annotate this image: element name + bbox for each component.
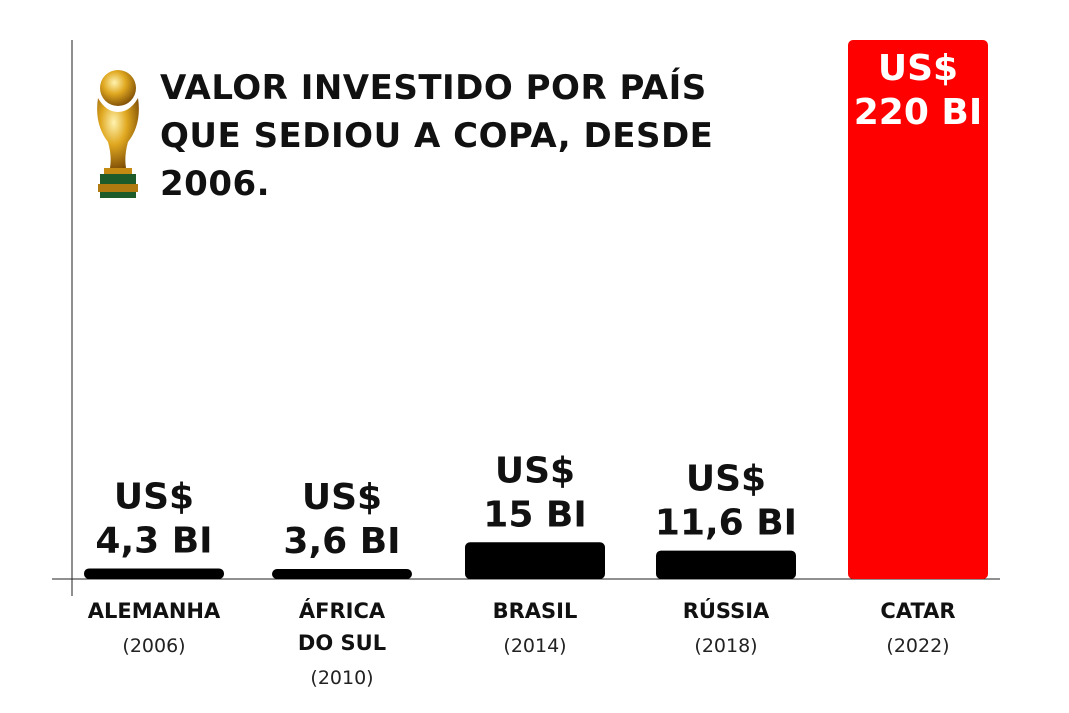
category-label-0-0: ALEMANHA [88, 599, 221, 623]
value-label-2-1: 15 BI [483, 494, 586, 535]
bar-1 [272, 569, 412, 579]
year-label-2: (2014) [503, 635, 566, 657]
category-label-2-0: BRASIL [493, 599, 578, 623]
value-label-0-0: US$ [114, 476, 194, 517]
category-label-3-0: RÚSSIA [683, 598, 770, 623]
bar-0 [84, 568, 224, 579]
value-label-1-1: 3,6 BI [283, 521, 400, 562]
category-label-4-0: CATAR [880, 599, 955, 623]
year-label-1: (2010) [310, 667, 373, 689]
value-label-4-1: 220 BI [854, 92, 983, 133]
year-label-4: (2022) [886, 635, 949, 657]
value-label-0-1: 4,3 BI [95, 520, 212, 561]
bar-4 [848, 40, 988, 579]
bar-3 [656, 550, 796, 579]
bar-2 [465, 542, 605, 579]
value-label-2-0: US$ [495, 450, 575, 491]
year-label-3: (2018) [694, 635, 757, 657]
year-label-0: (2006) [122, 635, 185, 657]
category-label-1-1: DO SUL [298, 631, 386, 655]
value-label-3-0: US$ [686, 459, 766, 500]
world-cup-trophy-icon [97, 70, 139, 198]
value-label-3-1: 11,6 BI [655, 503, 797, 544]
category-label-1-0: ÁFRICA [299, 598, 386, 623]
chart-title: VALOR INVESTIDO POR PAÍS QUE SEDIOU A CO… [160, 68, 714, 204]
value-label-1-0: US$ [302, 477, 382, 518]
value-label-4-0: US$ [878, 48, 958, 89]
